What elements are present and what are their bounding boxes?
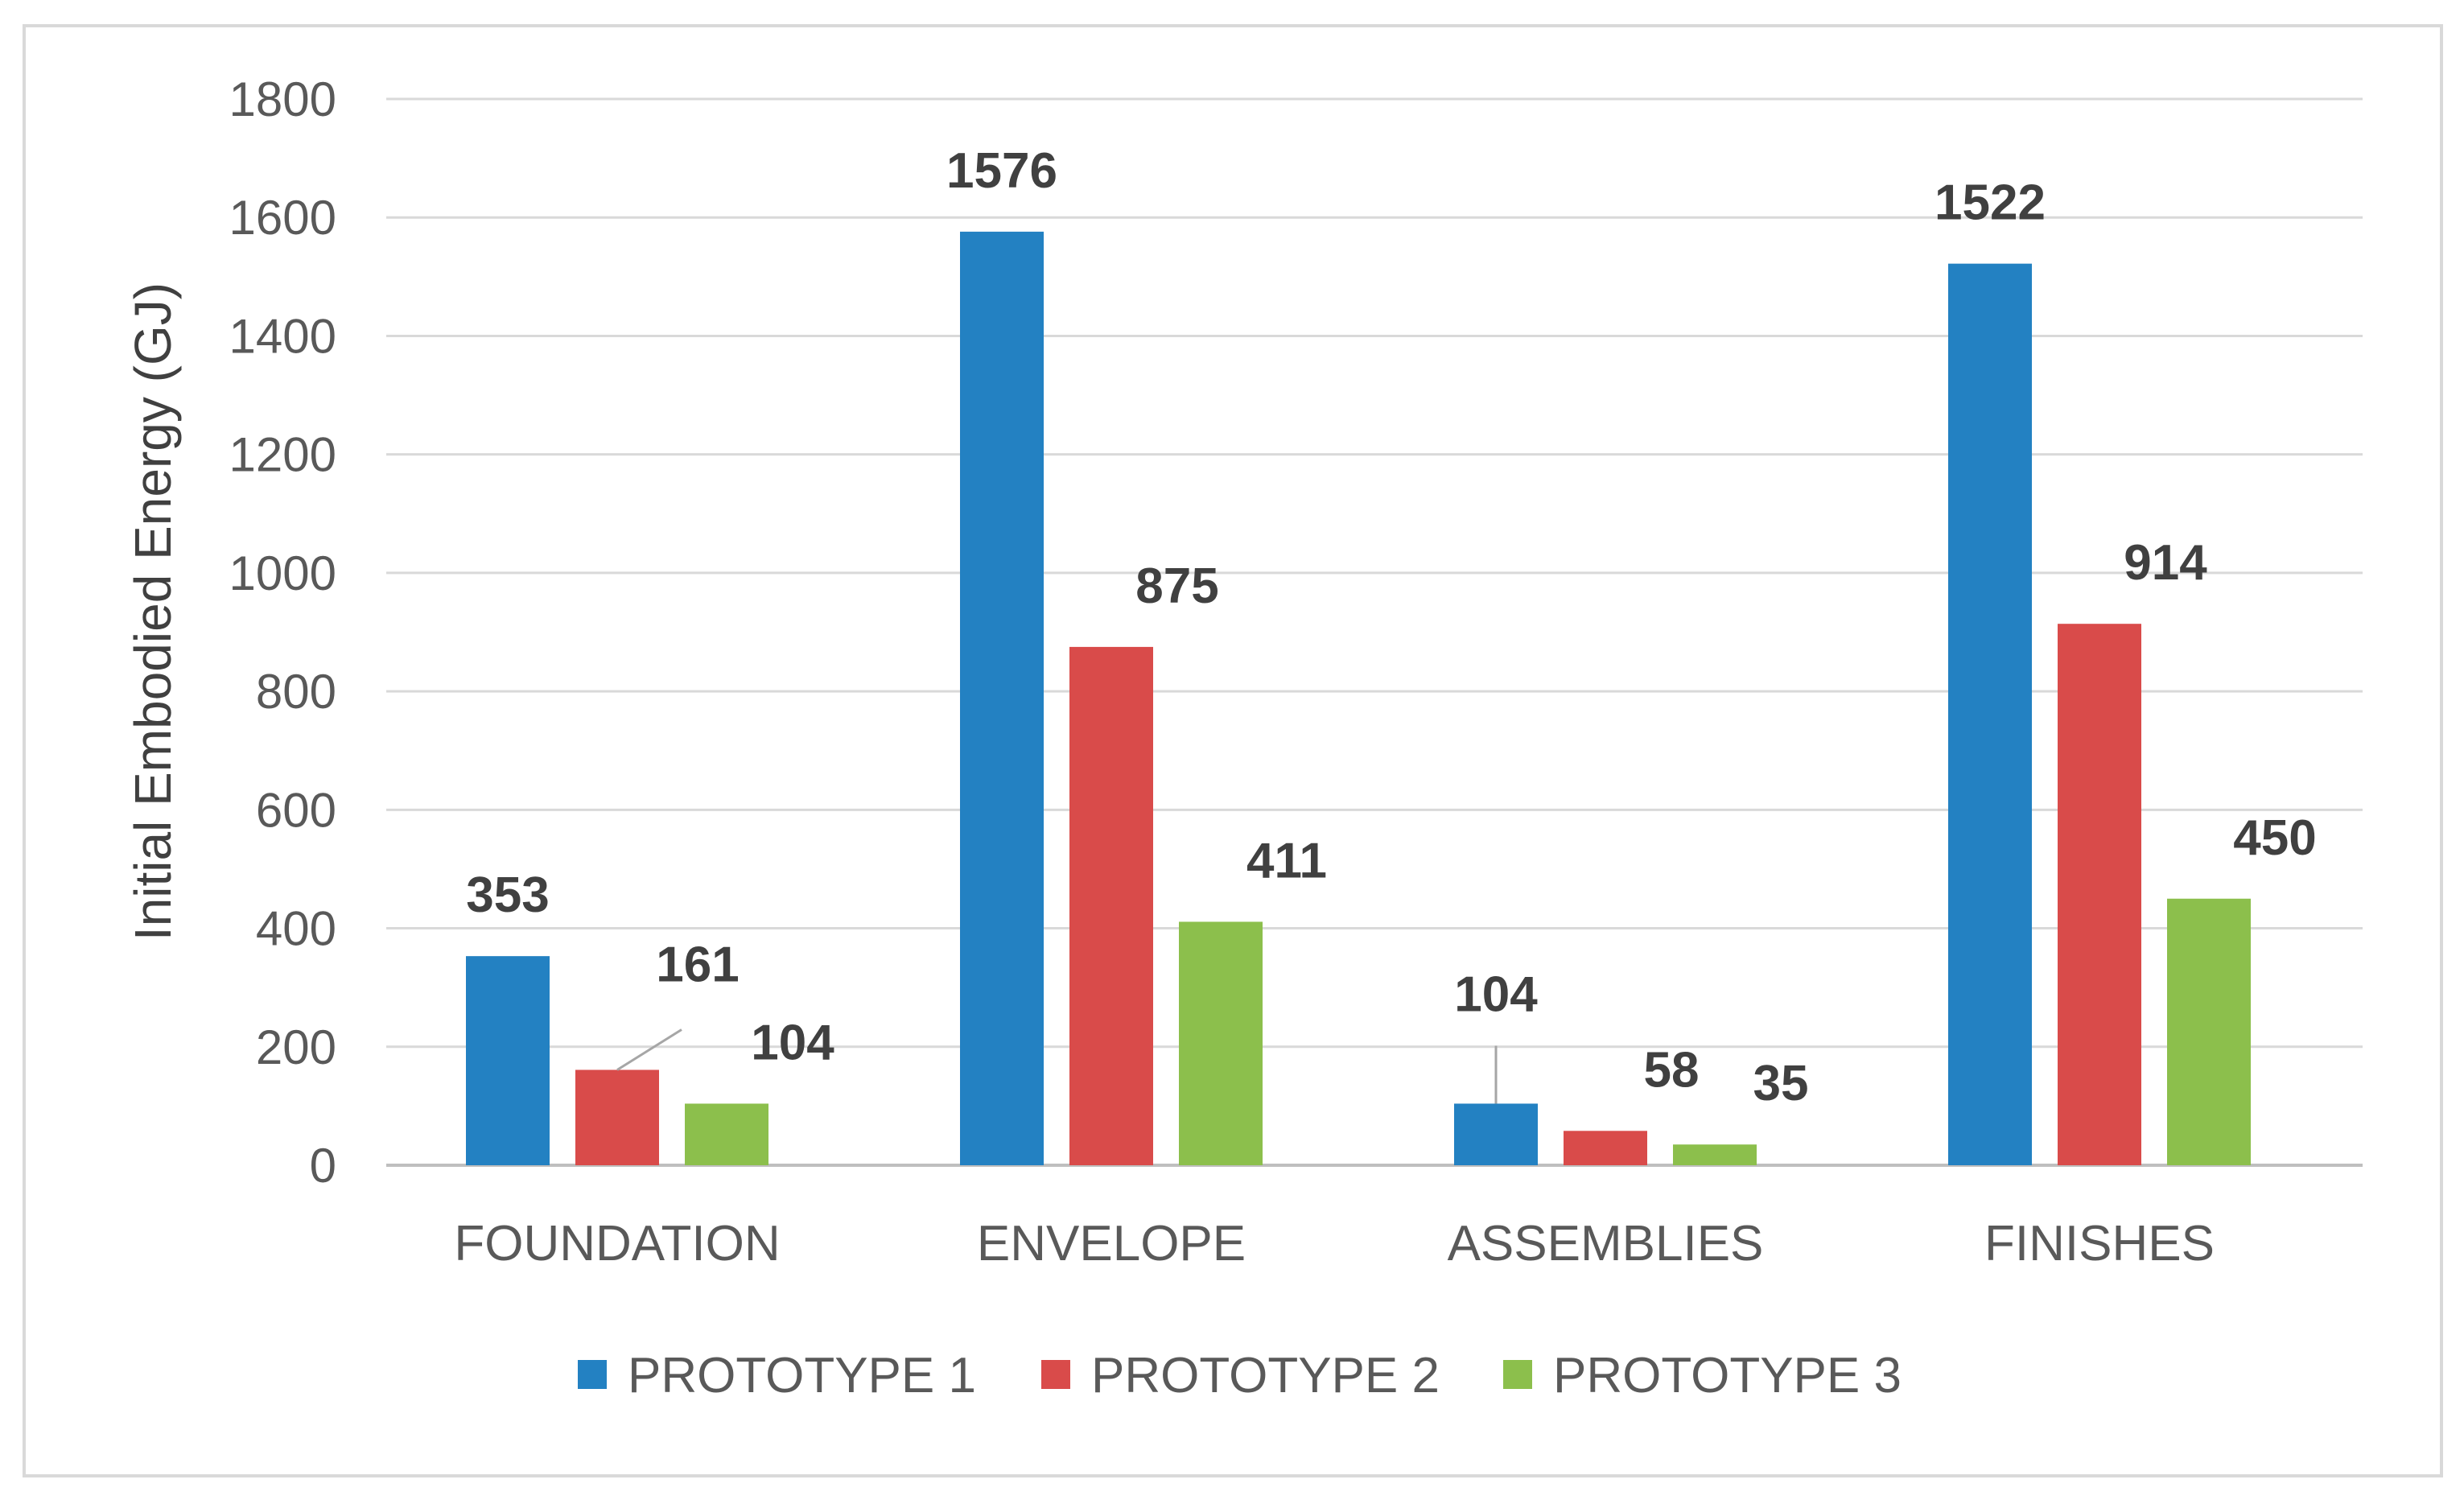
legend-label: PROTOTYPE 2 bbox=[1091, 1348, 1440, 1403]
y-tick-label: 1400 bbox=[229, 309, 336, 363]
y-axis-title: Initial Embodied Energy (GJ) bbox=[124, 282, 182, 941]
data-label: 35 bbox=[1753, 1056, 1809, 1111]
legend-swatch-prototype-2 bbox=[1041, 1360, 1070, 1389]
y-tick-label: 1800 bbox=[229, 72, 336, 126]
data-label: 104 bbox=[751, 1015, 834, 1070]
data-label: 58 bbox=[1644, 1042, 1700, 1098]
bar-prototype-1-foundation bbox=[466, 956, 550, 1165]
data-label: 104 bbox=[1454, 966, 1538, 1022]
y-axis: 0 200 400 600 800 1000 1200 1400 1600 1800 bbox=[229, 72, 336, 1193]
bar-prototype-2-finishes bbox=[2058, 624, 2141, 1165]
data-label: 1522 bbox=[1935, 175, 2046, 231]
bar-prototype-1-envelope bbox=[960, 231, 1044, 1165]
bar-prototype-3-envelope bbox=[1179, 921, 1263, 1165]
y-tick-label: 1600 bbox=[229, 191, 336, 245]
data-label: 411 bbox=[1246, 833, 1327, 888]
legend-swatch-prototype-1 bbox=[578, 1360, 607, 1389]
x-tick-label: ENVELOPE bbox=[977, 1216, 1246, 1271]
legend-label: PROTOTYPE 1 bbox=[628, 1348, 976, 1403]
bar-prototype-3-foundation bbox=[685, 1103, 768, 1165]
x-tick-label: ASSEMBLIES bbox=[1448, 1216, 1764, 1271]
data-label: 1576 bbox=[946, 143, 1057, 199]
data-label: 450 bbox=[2233, 810, 2316, 866]
bar-prototype-2-envelope bbox=[1069, 646, 1153, 1165]
bar-prototype-1-assemblies bbox=[1454, 1103, 1538, 1165]
chart-frame bbox=[23, 24, 2443, 1477]
y-tick-label: 400 bbox=[256, 902, 336, 956]
data-label: 875 bbox=[1135, 558, 1218, 614]
y-tick-label: 1000 bbox=[229, 546, 336, 600]
bar-prototype-3-finishes bbox=[2167, 898, 2251, 1165]
y-tick-label: 0 bbox=[310, 1139, 336, 1193]
bar-prototype-2-foundation bbox=[575, 1069, 659, 1165]
legend: PROTOTYPE 1 PROTOTYPE 2 PROTOTYPE 3 bbox=[578, 1348, 1902, 1403]
y-tick-label: 800 bbox=[256, 665, 336, 719]
bar-prototype-2-assemblies bbox=[1564, 1131, 1647, 1165]
bar-prototype-1-finishes bbox=[1948, 263, 2032, 1165]
y-tick-label: 1200 bbox=[229, 428, 336, 482]
legend-label: PROTOTYPE 3 bbox=[1553, 1348, 1902, 1403]
y-tick-label: 600 bbox=[256, 783, 336, 837]
x-axis: FOUNDATION ENVELOPE ASSEMBLIES FINISHES bbox=[454, 1216, 2215, 1271]
data-label: 353 bbox=[466, 867, 549, 923]
y-tick-label: 200 bbox=[256, 1020, 336, 1074]
x-tick-label: FOUNDATION bbox=[454, 1216, 780, 1271]
data-label: 161 bbox=[656, 937, 739, 992]
data-label: 914 bbox=[2124, 535, 2207, 591]
x-tick-label: FINISHES bbox=[1984, 1216, 2215, 1271]
bars bbox=[466, 231, 2251, 1165]
data-label-leader-line bbox=[616, 1028, 682, 1071]
legend-swatch-prototype-3 bbox=[1503, 1360, 1532, 1389]
bar-prototype-3-assemblies bbox=[1673, 1144, 1757, 1165]
